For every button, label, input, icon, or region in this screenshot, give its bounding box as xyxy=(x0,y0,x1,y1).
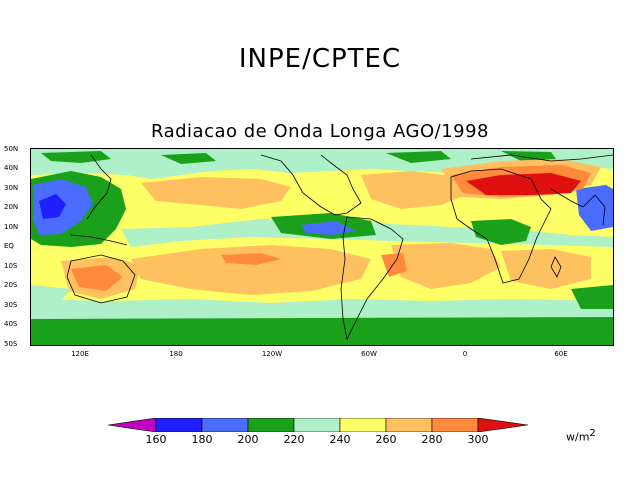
lon-label-0: 0 xyxy=(462,350,468,358)
south-africa-orange xyxy=(501,249,591,289)
lon-label-120e: 120E xyxy=(71,350,89,358)
lon-label-60w: 60W xyxy=(361,350,377,358)
lon-label-180: 180 xyxy=(169,350,183,358)
south-pacific-orange xyxy=(131,245,371,295)
colorbar-segment-above-300 xyxy=(477,418,528,432)
west-pacific-dark-blue xyxy=(39,194,66,219)
colorbar-segment-280-300 xyxy=(431,418,479,432)
main-title: INPE/CPTEC xyxy=(238,44,402,74)
north-green-patch-east xyxy=(501,151,556,161)
map-subtitle: Radiacao de Onda Longa AGO/1998 xyxy=(150,121,490,142)
north-america-coast xyxy=(260,154,362,216)
lat-label-40n: 40N xyxy=(4,164,19,172)
colorbar-segment-200-220 xyxy=(247,418,295,432)
colorbar-label-240: 240 xyxy=(329,433,351,446)
colorbar-label-200: 200 xyxy=(237,433,259,446)
colorbar-segment-240-260 xyxy=(339,418,387,432)
itcz-east-pacific-blue xyxy=(301,221,356,235)
south-atlantic-orange xyxy=(391,243,501,289)
lat-label-30s: 30S xyxy=(4,301,18,309)
lat-label-20n: 20N xyxy=(4,203,19,211)
colorbar-label-300: 300 xyxy=(467,433,489,446)
lat-label-50n: 50N xyxy=(4,145,19,153)
colorbar-label-220: 220 xyxy=(283,433,305,446)
lat-label-eq: EQ xyxy=(4,242,14,250)
colorbar-segment-260-280 xyxy=(385,418,433,432)
coastlines xyxy=(66,154,613,341)
north-pacific-orange xyxy=(141,177,291,209)
colorbar-segment-180-200 xyxy=(201,418,249,432)
australia-coast xyxy=(66,254,136,304)
indonesia-coast xyxy=(70,234,128,246)
colorbar-segment-below-160 xyxy=(108,418,157,432)
lat-label-20s: 20S xyxy=(4,281,18,289)
colorbar-segment-220-240 xyxy=(293,418,341,432)
lat-label-30n: 30N xyxy=(4,184,19,192)
colorbar-label-180: 180 xyxy=(191,433,213,446)
colorbar-label-160: 160 xyxy=(145,433,167,446)
colorbar xyxy=(108,418,528,432)
australia-hot xyxy=(71,265,123,291)
south-west-cyan xyxy=(31,285,71,301)
madagascar-coast xyxy=(550,256,562,278)
asia-east-coast xyxy=(86,154,112,220)
unit-label: w/m2 xyxy=(566,428,596,444)
colorbar-label-280: 280 xyxy=(421,433,443,446)
north-green-patch-atlantic xyxy=(386,151,451,163)
lon-label-60e: 60E xyxy=(554,350,568,358)
unit-exponent: 2 xyxy=(589,428,596,439)
colorbar-segment-160-180 xyxy=(155,418,203,432)
unit-text: w/m xyxy=(566,430,590,444)
south-indian-green xyxy=(571,285,613,309)
lat-label-10n: 10N xyxy=(4,223,19,231)
peru-hot xyxy=(381,253,407,277)
south-pacific-hot xyxy=(221,253,281,265)
colorbar-label-260: 260 xyxy=(375,433,397,446)
north-green-patch-west xyxy=(41,151,111,163)
lon-label-120w: 120W xyxy=(261,350,283,358)
north-green-patch-pacific xyxy=(161,153,216,164)
southern-cyan-band xyxy=(31,299,613,319)
southern-green-band xyxy=(31,317,613,345)
europe-asia-coast xyxy=(470,154,613,162)
lat-label-40s: 40S xyxy=(4,320,18,328)
north-atlantic-orange xyxy=(361,171,471,209)
africa-coast xyxy=(450,168,552,284)
arabia-india-coast xyxy=(550,188,606,226)
olr-map xyxy=(30,148,614,346)
south-america-coast xyxy=(340,216,404,341)
lat-label-50s: 50S xyxy=(4,340,18,348)
lat-label-10s: 10S xyxy=(4,262,18,270)
